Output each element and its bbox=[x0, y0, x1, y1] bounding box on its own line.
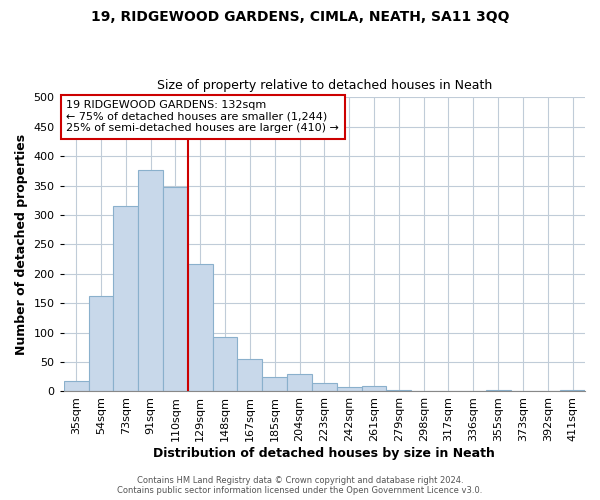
Bar bbox=[362, 386, 386, 392]
Title: Size of property relative to detached houses in Neath: Size of property relative to detached ho… bbox=[157, 79, 492, 92]
Bar bbox=[163, 188, 188, 392]
Bar bbox=[212, 337, 238, 392]
Text: 19, RIDGEWOOD GARDENS, CIMLA, NEATH, SA11 3QQ: 19, RIDGEWOOD GARDENS, CIMLA, NEATH, SA1… bbox=[91, 10, 509, 24]
Bar bbox=[188, 264, 212, 392]
Bar bbox=[486, 390, 511, 392]
Text: 19 RIDGEWOOD GARDENS: 132sqm
← 75% of detached houses are smaller (1,244)
25% of: 19 RIDGEWOOD GARDENS: 132sqm ← 75% of de… bbox=[67, 100, 340, 134]
Text: Contains HM Land Registry data © Crown copyright and database right 2024.
Contai: Contains HM Land Registry data © Crown c… bbox=[118, 476, 482, 495]
Bar bbox=[138, 170, 163, 392]
Bar bbox=[262, 377, 287, 392]
Bar bbox=[64, 381, 89, 392]
Bar bbox=[386, 390, 411, 392]
Bar bbox=[312, 382, 337, 392]
Bar bbox=[89, 296, 113, 392]
Bar bbox=[560, 390, 585, 392]
Bar bbox=[337, 387, 362, 392]
Bar bbox=[411, 391, 436, 392]
X-axis label: Distribution of detached houses by size in Neath: Distribution of detached houses by size … bbox=[154, 447, 495, 460]
Bar bbox=[113, 206, 138, 392]
Bar bbox=[287, 374, 312, 392]
Bar bbox=[238, 358, 262, 392]
Y-axis label: Number of detached properties: Number of detached properties bbox=[15, 134, 28, 355]
